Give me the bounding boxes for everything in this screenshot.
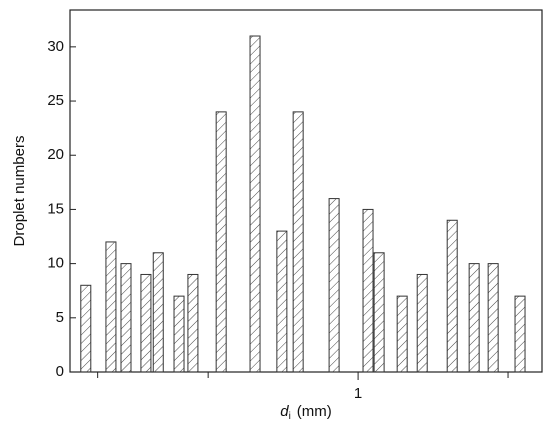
y-tick-label: 5 (56, 309, 64, 326)
x-label-symbol: d (280, 403, 289, 420)
x-tick-label: 1 (354, 385, 362, 402)
x-label-unit: (mm) (297, 403, 332, 420)
bar (292, 111, 304, 373)
bar (396, 295, 408, 373)
bar (446, 219, 458, 373)
x-axis-label: di (mm) (280, 403, 332, 422)
y-tick-label: 10 (47, 255, 64, 272)
bar (140, 273, 152, 373)
bar (249, 35, 261, 373)
bar (187, 273, 199, 373)
bar (120, 263, 132, 373)
y-tick-label: 0 (56, 363, 64, 380)
y-axis-label: Droplet numbers (11, 136, 28, 247)
plot-frame (69, 9, 543, 373)
bar (373, 252, 385, 373)
x-label-subscript: i (289, 411, 291, 422)
y-tick-label: 15 (47, 200, 64, 217)
bar (468, 263, 480, 373)
bar (487, 263, 499, 373)
bar (105, 241, 117, 373)
bar (80, 284, 92, 373)
bar (152, 252, 164, 373)
y-tick-label: 30 (47, 38, 64, 55)
bar (215, 111, 227, 373)
bar (328, 198, 340, 373)
bar (276, 230, 288, 373)
bar (514, 295, 526, 373)
bar (416, 273, 428, 373)
bar (362, 208, 374, 373)
y-tick-label: 20 (47, 146, 64, 163)
bar (173, 295, 185, 373)
y-tick-label: 25 (47, 92, 64, 109)
